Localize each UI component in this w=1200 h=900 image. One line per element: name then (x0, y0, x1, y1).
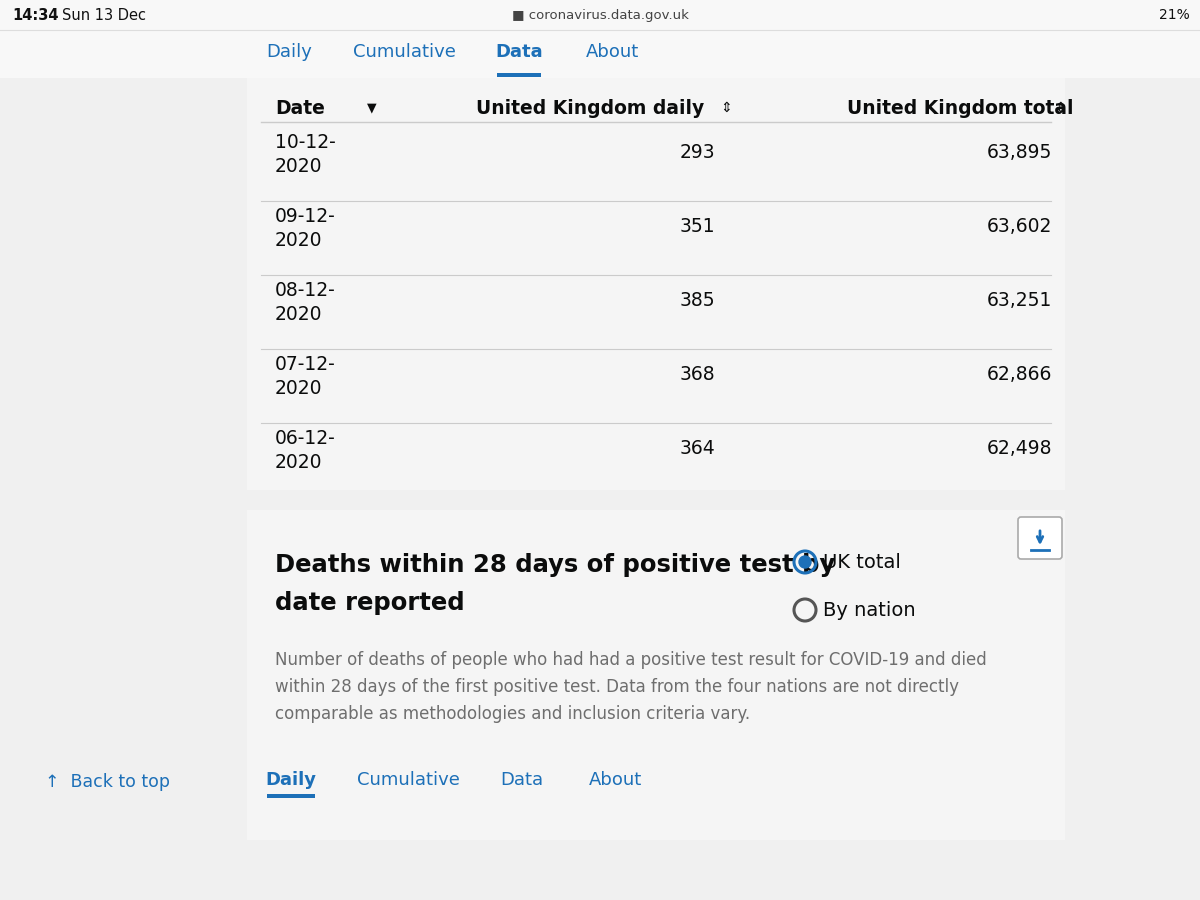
Text: 2020: 2020 (275, 305, 323, 325)
Text: 364: 364 (679, 439, 715, 458)
Text: ▼: ▼ (367, 102, 377, 114)
Text: Data: Data (496, 43, 542, 61)
Text: 62,866: 62,866 (986, 365, 1052, 384)
Text: 293: 293 (679, 143, 715, 163)
Text: 351: 351 (679, 218, 715, 237)
Bar (247, 510, 1066, 840)
Text: United Kingdom daily: United Kingdom daily (476, 98, 704, 118)
Text: Cumulative: Cumulative (356, 771, 460, 789)
Text: within 28 days of the first positive test. Data from the four nations are not di: within 28 days of the first positive tes… (275, 678, 959, 696)
Text: About: About (588, 771, 642, 789)
Text: Deaths within 28 days of positive test by: Deaths within 28 days of positive test b… (275, 553, 835, 577)
Circle shape (799, 556, 811, 568)
Text: date reported: date reported (275, 591, 464, 615)
Text: 2020: 2020 (275, 380, 323, 399)
Text: 2020: 2020 (275, 454, 323, 473)
Text: 14:34: 14:34 (12, 7, 59, 22)
Text: Number of deaths of people who had had a positive test result for COVID-19 and d: Number of deaths of people who had had a… (275, 651, 986, 669)
Text: ↑  Back to top: ↑ Back to top (46, 773, 170, 791)
Text: By nation: By nation (823, 600, 916, 619)
Text: Data: Data (500, 771, 544, 789)
Text: 63,895: 63,895 (986, 143, 1052, 163)
Text: 07-12-: 07-12- (275, 356, 336, 374)
Text: 63,251: 63,251 (986, 292, 1052, 310)
Text: ⇕: ⇕ (720, 101, 732, 115)
Text: ⇕: ⇕ (1054, 101, 1066, 115)
Bar (247, 788, 1066, 840)
Text: Cumulative: Cumulative (353, 43, 456, 61)
Bar (0, 0, 1200, 30)
Text: 62,498: 62,498 (986, 439, 1052, 458)
Text: United Kingdom total: United Kingdom total (847, 98, 1073, 118)
Text: 06-12-: 06-12- (275, 429, 336, 448)
Text: 385: 385 (679, 292, 715, 310)
Text: comparable as methodologies and inclusion criteria vary.: comparable as methodologies and inclusio… (275, 705, 750, 723)
Bar (247, 75, 1066, 490)
Text: About: About (586, 43, 638, 61)
Text: 2020: 2020 (275, 158, 323, 176)
Text: Date: Date (275, 98, 325, 118)
Text: 08-12-: 08-12- (275, 282, 336, 301)
FancyBboxPatch shape (1018, 517, 1062, 559)
Text: Daily: Daily (266, 43, 312, 61)
Text: 21%: 21% (1159, 8, 1190, 22)
Text: 63,602: 63,602 (986, 218, 1052, 237)
Text: 09-12-: 09-12- (275, 208, 336, 227)
Text: 2020: 2020 (275, 231, 323, 250)
Bar (497, 73, 541, 77)
Text: Daily: Daily (265, 771, 317, 789)
Bar (0, 30, 1200, 78)
Bar (266, 794, 314, 798)
Text: UK total: UK total (823, 553, 901, 572)
Text: ■ coronavirus.data.gov.uk: ■ coronavirus.data.gov.uk (511, 8, 689, 22)
Text: 10-12-: 10-12- (275, 133, 336, 152)
Text: Sun 13 Dec: Sun 13 Dec (62, 7, 146, 22)
Text: 368: 368 (679, 365, 715, 384)
